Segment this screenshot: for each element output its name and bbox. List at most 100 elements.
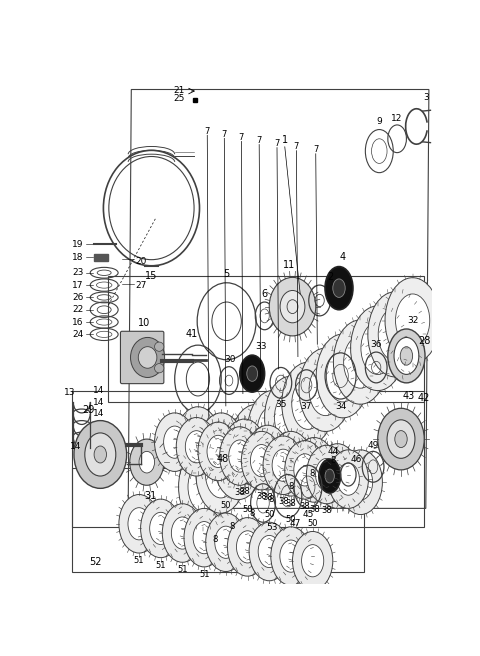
Text: 38: 38 [286,499,296,508]
Text: 50: 50 [307,520,318,528]
Ellipse shape [349,464,372,500]
Text: 25: 25 [173,94,184,103]
Ellipse shape [213,419,264,500]
Text: 37: 37 [300,402,312,411]
Text: 3: 3 [423,92,429,102]
Text: 8: 8 [309,469,314,478]
Text: 24: 24 [72,330,83,339]
Ellipse shape [271,527,311,585]
Ellipse shape [368,292,422,377]
Ellipse shape [350,306,405,390]
Text: 49: 49 [367,441,379,450]
Ellipse shape [247,390,299,472]
Text: 38: 38 [278,497,288,506]
Ellipse shape [240,355,264,392]
Ellipse shape [209,428,233,463]
Ellipse shape [275,392,307,443]
Text: 1: 1 [282,135,288,146]
Text: 32: 32 [407,316,418,325]
Ellipse shape [280,291,305,323]
Text: 23: 23 [72,268,83,277]
Ellipse shape [388,329,425,383]
Ellipse shape [130,439,164,485]
Text: 44: 44 [327,447,338,456]
Text: 29: 29 [83,405,95,415]
Ellipse shape [139,451,155,473]
Text: 7: 7 [204,127,210,136]
Ellipse shape [164,426,186,459]
Ellipse shape [228,518,268,576]
Ellipse shape [337,463,360,495]
Text: 2: 2 [327,272,334,282]
Text: 38: 38 [263,493,273,502]
Ellipse shape [292,438,336,502]
Ellipse shape [247,366,258,381]
Ellipse shape [258,535,280,567]
Ellipse shape [155,342,164,352]
Text: 9: 9 [376,117,382,127]
Text: 36: 36 [371,340,382,349]
Text: 42: 42 [418,393,431,403]
Text: 22: 22 [72,305,83,314]
Text: 52: 52 [89,558,102,567]
Ellipse shape [215,526,237,558]
Ellipse shape [198,422,238,481]
Ellipse shape [396,294,430,347]
Text: 6: 6 [262,289,268,299]
Ellipse shape [176,407,220,472]
Text: 35: 35 [275,400,287,409]
Ellipse shape [325,459,349,494]
Text: 8: 8 [250,508,255,518]
Ellipse shape [119,495,159,553]
FancyBboxPatch shape [120,331,164,384]
Ellipse shape [200,413,243,478]
Text: 31: 31 [144,491,157,501]
Ellipse shape [186,421,210,457]
Ellipse shape [188,462,219,512]
Ellipse shape [220,427,260,485]
Text: 30: 30 [225,354,236,363]
Text: 43: 43 [403,391,415,401]
Text: 18: 18 [72,253,83,262]
Ellipse shape [171,517,193,549]
Text: 50: 50 [264,510,275,519]
Ellipse shape [206,513,246,571]
Ellipse shape [232,434,256,469]
Text: 51: 51 [156,561,166,570]
Text: 10: 10 [138,318,150,328]
Ellipse shape [292,378,324,429]
Text: 8: 8 [288,482,294,491]
Ellipse shape [85,433,116,476]
Text: 21: 21 [173,86,184,94]
Ellipse shape [257,406,289,457]
Text: 12: 12 [391,114,403,123]
Text: 41: 41 [186,329,198,339]
Text: 17: 17 [72,281,83,289]
Text: 53: 53 [266,523,278,532]
Text: 38: 38 [256,493,267,501]
Ellipse shape [394,337,419,375]
Ellipse shape [328,450,369,508]
Text: 48: 48 [216,454,229,464]
Ellipse shape [264,377,316,459]
Text: 14: 14 [93,398,104,407]
Ellipse shape [138,346,157,368]
Ellipse shape [141,499,181,558]
Ellipse shape [150,512,172,544]
Text: 46: 46 [350,455,362,464]
Ellipse shape [302,452,326,487]
Text: 8: 8 [229,522,235,531]
Ellipse shape [309,364,342,416]
Ellipse shape [94,446,107,463]
Ellipse shape [316,443,359,508]
Ellipse shape [74,420,127,488]
Ellipse shape [196,433,246,513]
Text: 14: 14 [93,386,104,395]
Text: 50: 50 [242,505,253,514]
Ellipse shape [333,279,345,297]
Ellipse shape [246,425,289,490]
Text: 51: 51 [177,565,188,575]
Text: 11: 11 [283,260,295,270]
Ellipse shape [361,322,395,375]
Text: 38: 38 [239,487,250,496]
